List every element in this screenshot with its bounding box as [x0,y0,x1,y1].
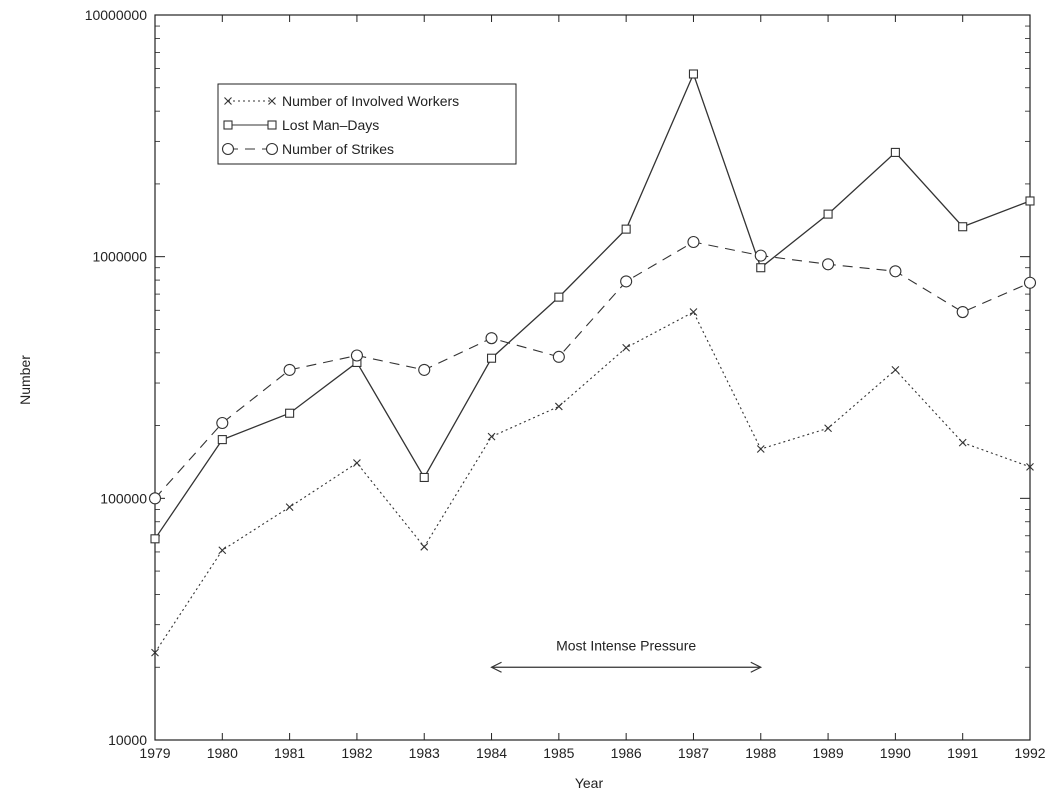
x-tick-label: 1981 [274,745,305,761]
plot-area-border [154,14,1031,741]
y-tick-label: 10000 [108,732,147,748]
series-layer [148,69,1037,657]
data-point-2-1982 [350,349,363,362]
x-axis-ticks: 1979 1980 1981 1982 1983 1984 1985 1986 1987 1988… [139,15,1046,761]
data-point-2-1981 [283,363,296,376]
data-point-2-1983 [418,363,431,376]
x-tick-label: 1983 [409,745,440,761]
data-point-0-1983 [420,542,429,551]
y-axis-ticks: 10000 100000 1000000 10000000 [85,7,1030,748]
x-axis-label: Year [575,775,604,791]
y-tick-label: 100000 [100,490,147,506]
data-point-1-1980 [217,435,227,445]
data-point-0-1990 [891,366,900,374]
data-point-1-1989 [823,209,833,219]
data-point-1-1991 [958,222,968,232]
data-point-0-1989 [824,424,832,433]
legend-marker-0-a [224,97,232,105]
legend-marker-2-b [265,142,279,156]
data-point-2-1992 [1023,276,1037,289]
data-point-2-1984 [485,332,498,345]
y-tick-label: 10000000 [85,7,148,23]
x-tick-label: 1992 [1014,745,1045,761]
data-point-1-1979 [150,534,160,544]
legend-label-involved-workers: Number of Involved Workers [282,93,459,109]
data-point-2-1989 [822,258,835,271]
x-tick-label: 1990 [880,745,911,761]
data-point-1-1987 [688,69,699,79]
data-point-1-1992 [1025,196,1035,206]
data-point-2-1986 [620,275,633,288]
data-point-0-1984 [487,432,496,441]
data-point-1-1988 [756,263,766,273]
data-point-2-1990 [889,265,902,278]
x-tick-label: 1979 [139,745,170,761]
legend-marker-0-b [268,97,276,105]
data-point-2-1985 [552,350,565,363]
legend: Number of Involved Workers Lost Man–Days… [217,83,517,165]
data-point-1-1981 [285,408,295,418]
x-tick-label: 1989 [812,745,843,761]
plot-frame [154,14,1031,741]
annotation-most-intense-pressure: Most Intense Pressure [556,637,696,653]
annotation-arrow-head-right [750,661,763,673]
x-tick-label: 1984 [476,745,507,761]
legend-label-number-of-strikes: Number of Strikes [282,141,394,157]
x-tick-label: 1986 [611,745,642,761]
data-point-2-1987 [687,235,700,249]
legend-label-lost-man-days: Lost Man–Days [282,117,379,133]
series-line-1 [154,72,1031,540]
series-1 [150,69,1035,544]
data-point-0-1992 [1026,462,1034,471]
data-point-1-1984 [486,353,497,363]
data-point-0-1981 [285,503,294,511]
data-point-0-1988 [756,445,765,453]
data-point-2-1991 [956,305,969,319]
x-tick-label: 1988 [745,745,776,761]
legend-marker-1-a [223,120,233,130]
series-0 [151,308,1034,657]
data-point-1-1983 [419,472,429,483]
x-tick-label: 1985 [543,745,574,761]
x-tick-label: 1980 [207,745,238,761]
x-tick-label: 1987 [678,745,709,761]
x-tick-label: 1991 [947,745,978,761]
data-point-0-1986 [622,343,631,352]
legend-marker-1-b [267,120,277,130]
data-point-0-1987 [689,308,698,316]
data-point-2-1988 [754,249,767,262]
data-point-1-1990 [890,147,900,157]
y-tick-label: 1000000 [92,249,147,265]
series-2 [148,235,1037,505]
annotation-layer: Most Intense Pressure [490,637,763,673]
data-point-0-1980 [218,546,227,555]
data-point-0-1979 [151,648,159,657]
series-line-0 [154,311,1031,653]
data-point-2-1980 [216,416,229,430]
y-axis-label: Number [17,355,33,405]
annotation-arrow-head-left [490,661,502,673]
data-point-1-1985 [554,292,564,302]
data-point-0-1991 [958,438,967,447]
data-point-2-1979 [148,492,162,505]
series-line-2 [154,241,1031,499]
legend-marker-2-a [221,142,235,156]
data-point-1-1986 [621,224,631,234]
x-tick-label: 1982 [341,745,372,761]
data-point-0-1982 [353,459,361,467]
data-point-0-1985 [554,402,563,411]
